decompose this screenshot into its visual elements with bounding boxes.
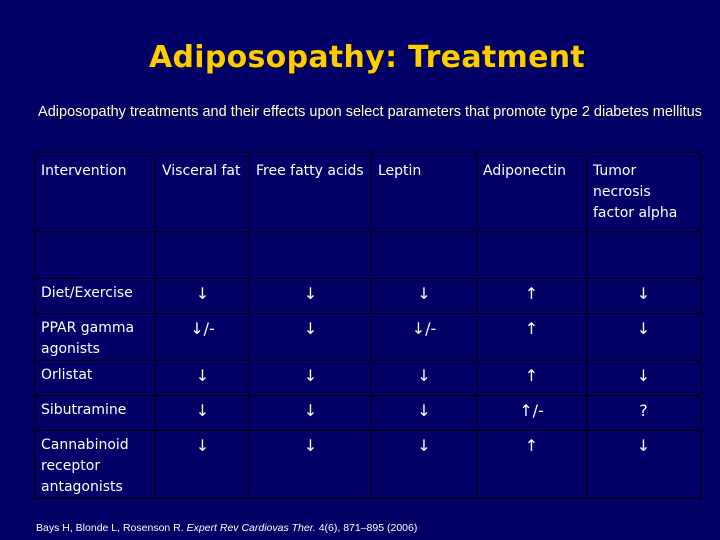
empty-cell xyxy=(155,231,250,279)
header-free-fatty-acids: Free fatty acids xyxy=(249,152,372,232)
leptin-cell: ↓ xyxy=(371,430,477,499)
citation-authors: Bays H, Blonde L, Rosenson R. xyxy=(36,522,184,534)
adiponectin-cell: ↑/- xyxy=(476,395,587,431)
empty-cell xyxy=(586,231,701,279)
citation-journal: Expert Rev Cardiovas Ther. xyxy=(186,522,316,534)
tnf-alpha-cell: ↓ xyxy=(586,430,701,499)
intervention-cell: PPAR gamma agonists xyxy=(34,313,156,361)
table-row: Sibutramine ↓ ↓ ↓ ↑/- ? xyxy=(34,395,701,431)
table-row: Diet/Exercise ↓ ↓ ↓ ↑ ↓ xyxy=(34,278,701,314)
adiponectin-cell: ↑ xyxy=(476,278,587,314)
leptin-cell: ↓/- xyxy=(371,313,477,361)
free-fatty-acids-cell: ↓ xyxy=(249,360,372,396)
adiponectin-cell: ↑ xyxy=(476,360,587,396)
tnf-alpha-cell: ? xyxy=(586,395,701,431)
header-visceral-fat: Visceral fat xyxy=(155,152,250,232)
table-spacer-row xyxy=(34,231,701,279)
treatment-table: Intervention Visceral fat Free fatty aci… xyxy=(34,152,701,499)
citation-details: 4(6), 871–895 (2006) xyxy=(318,522,418,534)
tnf-alpha-cell: ↓ xyxy=(586,313,701,361)
visceral-fat-cell: ↓ xyxy=(155,395,250,431)
table-row: Cannabinoid receptor antagonists ↓ ↓ ↓ ↑… xyxy=(34,430,701,499)
slide-title: Adiposopathy: Treatment xyxy=(148,40,586,75)
tnf-alpha-cell: ↓ xyxy=(586,360,701,396)
leptin-cell: ↓ xyxy=(371,395,477,431)
free-fatty-acids-cell: ↓ xyxy=(249,395,372,431)
adiponectin-cell: ↑ xyxy=(476,313,587,361)
tnf-alpha-cell: ↓ xyxy=(586,278,701,314)
free-fatty-acids-cell: ↓ xyxy=(249,313,372,361)
free-fatty-acids-cell: ↓ xyxy=(249,278,372,314)
visceral-fat-cell: ↓ xyxy=(155,430,250,499)
leptin-cell: ↓ xyxy=(371,278,477,314)
header-intervention: Intervention xyxy=(34,152,156,232)
empty-cell xyxy=(476,231,587,279)
empty-cell xyxy=(34,231,156,279)
adiponectin-cell: ↑ xyxy=(476,430,587,499)
table-row: PPAR gamma agonists ↓/- ↓ ↓/- ↑ ↓ xyxy=(34,313,701,361)
table-header-row: Intervention Visceral fat Free fatty aci… xyxy=(34,152,701,232)
intervention-cell: Cannabinoid receptor antagonists xyxy=(34,430,156,499)
intervention-cell: Orlistat xyxy=(34,360,156,396)
empty-cell xyxy=(371,231,477,279)
visceral-fat-cell: ↓/- xyxy=(155,313,250,361)
citation: Bays H, Blonde L, Rosenson R. Expert Rev… xyxy=(36,522,417,534)
empty-cell xyxy=(249,231,372,279)
intervention-cell: Sibutramine xyxy=(34,395,156,431)
leptin-cell: ↓ xyxy=(371,360,477,396)
visceral-fat-cell: ↓ xyxy=(155,278,250,314)
visceral-fat-cell: ↓ xyxy=(155,360,250,396)
slide-subtitle: Adiposopathy treatments and their effect… xyxy=(38,104,702,120)
header-adiponectin: Adiponectin xyxy=(476,152,587,232)
header-leptin: Leptin xyxy=(371,152,477,232)
table-row: Orlistat ↓ ↓ ↓ ↑ ↓ xyxy=(34,360,701,396)
header-tnf-alpha: Tumor necrosis factor alpha xyxy=(586,152,701,232)
free-fatty-acids-cell: ↓ xyxy=(249,430,372,499)
intervention-cell: Diet/Exercise xyxy=(34,278,156,314)
